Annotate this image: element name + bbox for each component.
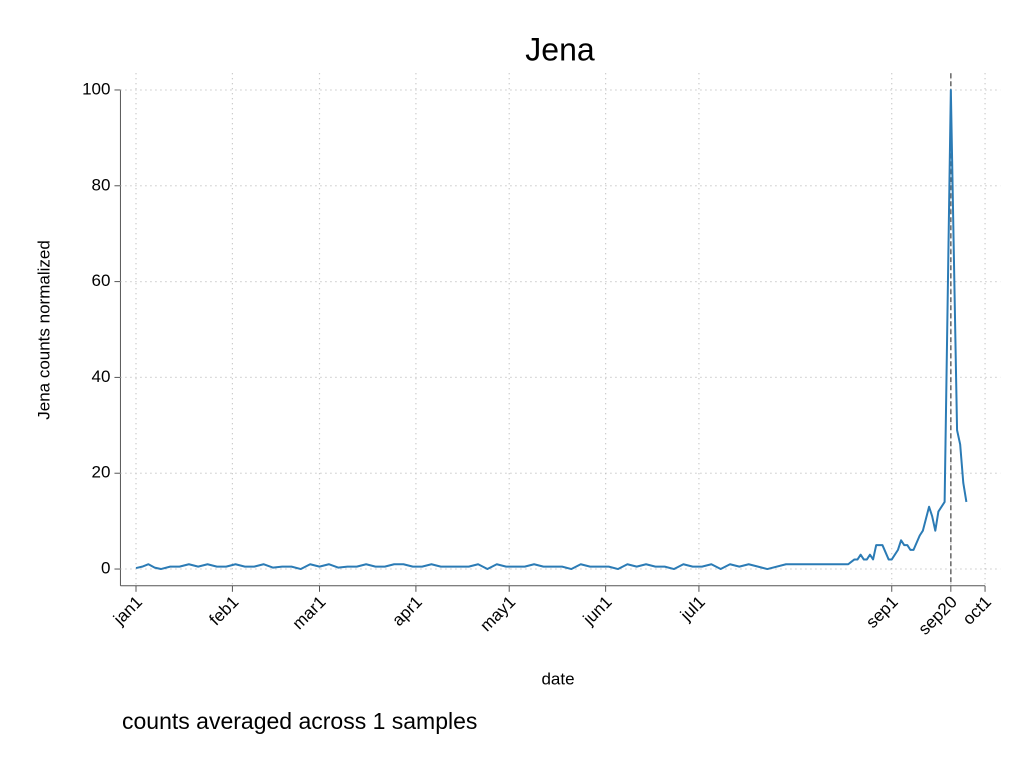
x-tick-label: may1 bbox=[476, 592, 519, 635]
x-tick-label: mar1 bbox=[289, 592, 330, 633]
y-axis-label: Jena counts normalized bbox=[34, 240, 53, 420]
x-axis-label: date bbox=[541, 669, 574, 688]
y-tick-label: 60 bbox=[92, 271, 111, 290]
y-tick-label: 40 bbox=[92, 367, 111, 386]
x-tick-label: apr1 bbox=[388, 592, 425, 629]
chart-title: Jena bbox=[525, 31, 595, 67]
x-tick-label: oct1 bbox=[959, 592, 995, 628]
y-tick-label: 100 bbox=[82, 79, 110, 98]
x-tick-label: jul1 bbox=[676, 592, 709, 625]
x-tick-label: feb1 bbox=[206, 592, 243, 629]
data-line bbox=[135, 88, 968, 571]
y-tick-label: 0 bbox=[101, 559, 110, 578]
y-tick-label: 20 bbox=[92, 463, 111, 482]
x-tick-label: jun1 bbox=[579, 592, 616, 629]
y-tick-label: 80 bbox=[92, 175, 111, 194]
x-tick-label: jan1 bbox=[109, 592, 146, 629]
x-tick-label: sep1 bbox=[862, 592, 902, 632]
caption: counts averaged across 1 samples bbox=[122, 708, 477, 734]
x-tick-label: sep20 bbox=[915, 592, 961, 638]
